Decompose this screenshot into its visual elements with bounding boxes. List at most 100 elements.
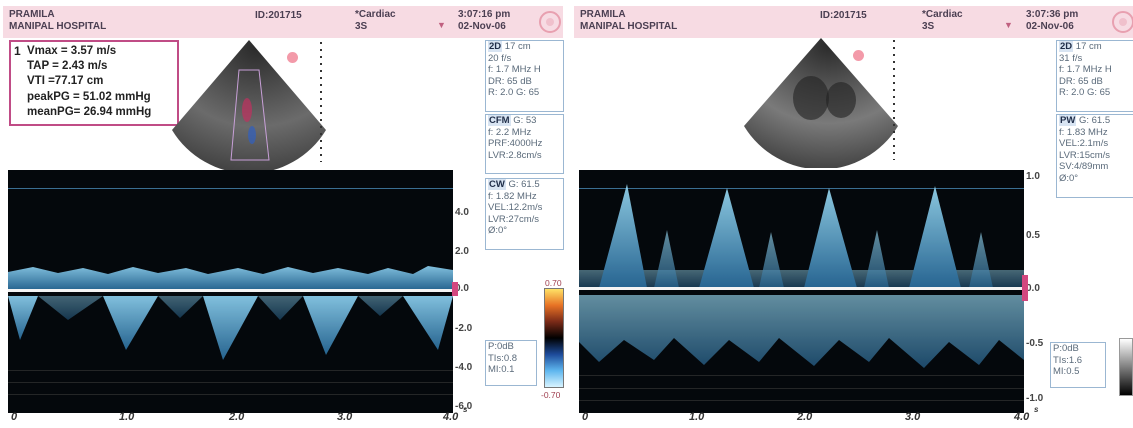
hospital-name: MANIPAL HOSPITAL <box>9 21 107 32</box>
exam-time: 3:07:36 pm <box>1026 9 1079 20</box>
focus-marker-icon <box>287 52 298 63</box>
box-2d-settings: 2D 17 cm 20 f/s f: 1.7 MHz H DR: 65 dB R… <box>485 40 564 112</box>
time-tick-1: 1.0 <box>119 411 135 423</box>
rejection-gain: R: 2.0 G: 65 <box>1059 87 1111 98</box>
time-unit: s <box>1034 405 1039 414</box>
rejection-gain: R: 2.0 G: 65 <box>488 87 540 98</box>
probe-name: 3S <box>922 21 935 32</box>
grayscale-bar <box>1119 338 1133 396</box>
dynamic-range: DR: 65 dB <box>1059 75 1103 87</box>
patient-id: ID:201715 <box>255 10 302 21</box>
time-tick-2: 2.0 <box>797 411 813 423</box>
pw-gain: G: 61.5 <box>1078 115 1111 126</box>
time-unit: s <box>463 405 468 414</box>
pw-velocity: VEL:2.1m/s <box>1059 138 1109 149</box>
scale-tick-0: 0.0 <box>1026 283 1040 294</box>
cfm-prf: PRF:4000Hz <box>488 138 543 149</box>
right-header: PRAMILA MANIPAL HOSPITAL ID:201715 *Card… <box>574 6 1133 38</box>
cw-lvr: LVR:27cm/s <box>488 213 540 225</box>
frequency: f: 1.7 MHz H <box>1059 64 1112 75</box>
box-2d-settings: 2D 17 cm 31 f/s f: 1.7 MHz H DR: 65 dB R… <box>1056 40 1133 112</box>
depth-scale <box>893 40 895 160</box>
time-tick-4: 4.0 <box>443 411 459 423</box>
exam-time: 3:07:16 pm <box>458 9 511 20</box>
scale-tick-neg0-5: -0.5 <box>1026 338 1044 349</box>
mi-value: MI:0.5 <box>1053 366 1080 377</box>
scale-tick-neg6: -6.0 <box>455 401 473 412</box>
scale-tick-neg1: -1.0 <box>1026 393 1044 404</box>
scale-tick-0: 0.0 <box>455 283 469 294</box>
frame-rate: 31 f/s <box>1059 52 1083 64</box>
depth-value: 17 cm <box>504 41 531 52</box>
cw-angle: Ø:0° <box>488 225 508 236</box>
cw-doppler-panel: PRAMILA MANIPAL HOSPITAL ID:201715 *Card… <box>3 0 565 428</box>
hospital-logo-icon <box>539 11 561 33</box>
pw-spectral-trace <box>579 170 1024 413</box>
power-value: P:0dB <box>1053 343 1079 354</box>
baseline <box>579 287 1024 290</box>
echo-sector-image <box>172 40 326 170</box>
patient-name: PRAMILA <box>9 9 55 20</box>
cfm-lvr: LVR:2.8cm/s <box>488 149 542 161</box>
power-value: P:0dB <box>488 341 514 352</box>
pw-lvr: LVR:15cm/s <box>1059 149 1111 161</box>
preset-name[interactable]: *Cardiac <box>355 9 396 20</box>
vmax-value: Vmax = 3.57 m/s <box>27 45 117 57</box>
cw-spectrum-waveform <box>8 266 453 395</box>
left-header: PRAMILA MANIPAL HOSPITAL ID:201715 *Card… <box>3 6 563 38</box>
color-scale-top: 0.70 <box>545 278 562 288</box>
box-cw-settings: CW G: 61.5 f: 1.82 MHz VEL:12.2m/s LVR:2… <box>485 178 564 250</box>
time-tick-3: 3.0 <box>337 411 353 423</box>
time-tick-0: 0 <box>11 411 18 423</box>
cw-gain: G: 61.5 <box>508 179 540 190</box>
time-tick-4: 4.0 <box>1014 411 1030 423</box>
depth-value: 17 cm <box>1075 41 1102 52</box>
hospital-logo-icon <box>1112 11 1133 33</box>
cw-spectral-trace <box>8 170 453 413</box>
measurement-index: 1 <box>14 44 21 58</box>
baseline-marker[interactable] <box>1022 275 1028 301</box>
dynamic-range: DR: 65 dB <box>488 75 532 87</box>
scale-tick-neg4: -4.0 <box>455 362 473 373</box>
scale-tick-2: 2.0 <box>455 246 469 257</box>
preset-dropdown-icon[interactable]: ▼ <box>437 20 446 30</box>
hospital-name: MANIPAL HOSPITAL <box>580 21 678 32</box>
baseline-marker[interactable] <box>452 282 458 296</box>
pw-frequency: f: 1.83 MHz <box>1059 126 1108 138</box>
scale-tick-0-5: 0.5 <box>1026 230 1040 241</box>
pw-spectrum-waveform <box>579 184 1024 401</box>
scale-tick-neg2: -2.0 <box>455 323 473 334</box>
cw-velocity: VEL:12.2m/s <box>488 202 543 213</box>
box-pw-settings: PW G: 61.5 f: 1.83 MHz VEL:2.1m/s LVR:15… <box>1056 114 1133 198</box>
probe-name: 3S <box>355 21 368 32</box>
time-tick-0: 0 <box>582 411 589 423</box>
cfm-gain: G: 53 <box>513 115 537 126</box>
preset-dropdown-icon[interactable]: ▼ <box>1004 20 1013 30</box>
vti-value: VTI =77.17 cm <box>27 75 104 87</box>
measurement-box: 1 Vmax = 3.57 m/s TAP = 2.43 m/s VTI =77… <box>9 40 179 126</box>
meanpg-value: meanPG= 26.94 mmHg <box>27 106 152 118</box>
patient-id: ID:201715 <box>820 10 867 21</box>
mode-2d-label[interactable]: 2D <box>1059 41 1074 52</box>
preset-name[interactable]: *Cardiac <box>922 9 963 20</box>
color-scale-bottom: -0.70 <box>541 390 561 400</box>
baseline <box>8 289 453 292</box>
time-tick-1: 1.0 <box>689 411 705 423</box>
peakpg-value: peakPG = 51.02 mmHg <box>27 91 151 103</box>
pw-doppler-panel: PRAMILA MANIPAL HOSPITAL ID:201715 *Card… <box>574 0 1133 428</box>
mode-cw-label[interactable]: CW <box>488 179 506 190</box>
depth-scale <box>320 42 322 162</box>
mode-2d-label[interactable]: 2D <box>488 41 503 52</box>
echo-sector-image <box>744 38 898 168</box>
mi-value: MI:0.1 <box>488 364 515 375</box>
tap-value: TAP = 2.43 m/s <box>27 60 108 72</box>
pw-angle: Ø:0° <box>1059 172 1079 184</box>
frequency: f: 1.7 MHz H <box>488 64 541 75</box>
box-status: P:0dB TIs:0.8 MI:0.1 <box>485 340 537 386</box>
tis-value: TIs:0.8 <box>488 352 518 364</box>
exam-date: 02-Nov-06 <box>458 21 506 32</box>
mode-cfm-label[interactable]: CFM <box>488 115 511 126</box>
frame-rate: 20 f/s <box>488 52 512 64</box>
mode-pw-label[interactable]: PW <box>1059 115 1077 126</box>
